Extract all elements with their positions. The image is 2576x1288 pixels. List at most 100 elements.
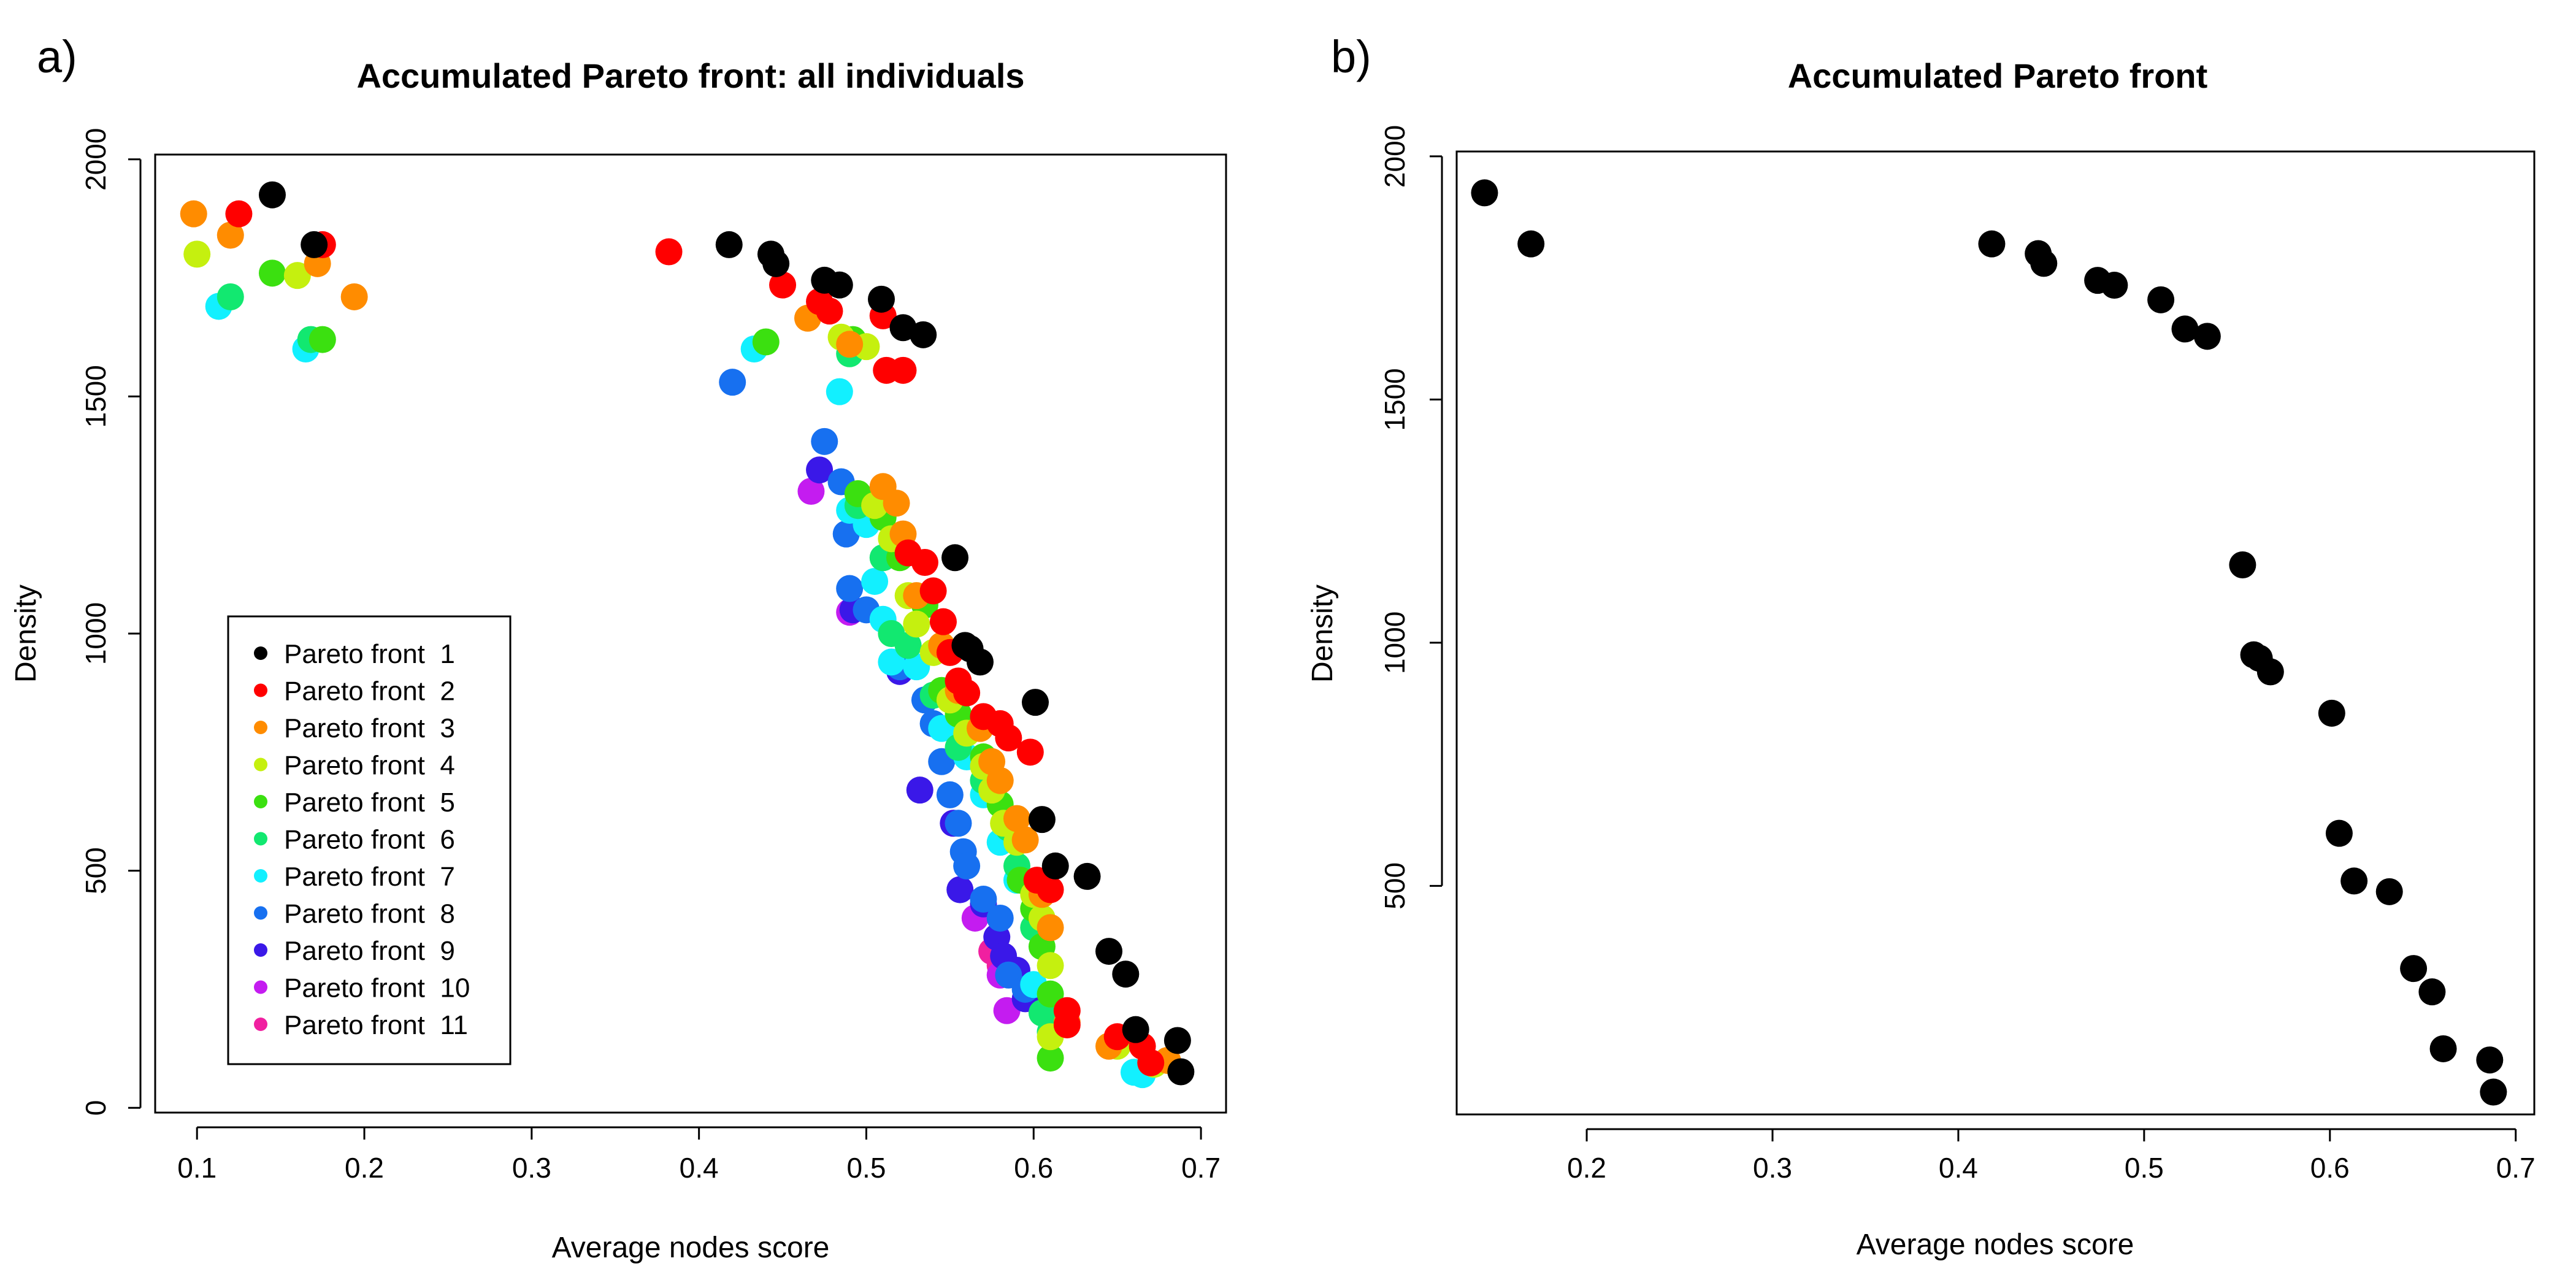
data-point <box>816 297 843 325</box>
data-point <box>806 456 834 484</box>
legend-marker <box>254 757 267 772</box>
data-point <box>797 478 825 505</box>
data-point <box>309 326 336 353</box>
data-point <box>868 285 895 313</box>
panel-b-label: b) <box>1331 31 1371 82</box>
data-point <box>762 250 790 277</box>
data-point <box>2193 323 2221 350</box>
data-point <box>1037 980 1064 1008</box>
legend-marker <box>254 980 267 994</box>
data-point <box>180 200 207 228</box>
data-point <box>986 904 1014 932</box>
data-point <box>1003 805 1030 832</box>
legend-entry: Pareto front 7 <box>284 862 455 892</box>
data-point <box>861 567 889 595</box>
panel-a: a) Accumulated Pareto front: all individ… <box>10 31 1227 1264</box>
panel-a-y-axis: 0 500 1000 1500 2000 <box>80 128 142 1116</box>
data-point <box>225 200 253 228</box>
legend-entry: Pareto front 3 <box>284 713 455 743</box>
data-point <box>929 608 957 635</box>
data-point <box>769 271 797 299</box>
data-point <box>1037 952 1064 979</box>
legend-marker <box>254 869 267 883</box>
data-point <box>217 221 244 249</box>
x-tick-label: 0.5 <box>2125 1152 2164 1184</box>
data-point <box>811 427 838 455</box>
legend-marker <box>254 795 267 808</box>
data-point <box>258 181 286 209</box>
data-point <box>2030 250 2058 277</box>
data-point <box>903 610 930 638</box>
data-point <box>826 378 853 405</box>
panel-a-title: Accumulated Pareto front: all individual… <box>356 56 1024 95</box>
panel-b-points <box>1471 179 2507 1106</box>
data-point <box>183 240 211 268</box>
panel-a-label: a) <box>37 31 77 82</box>
panel-a-x-axis-label: Average nodes score <box>552 1232 830 1264</box>
legend-marker <box>254 906 267 920</box>
data-point <box>1163 1027 1191 1054</box>
legend-entry: Pareto front 6 <box>284 825 455 855</box>
panel-b-plot-frame <box>1455 150 2536 1116</box>
data-point <box>719 369 746 396</box>
legend: Pareto front 1 Pareto front 2 Pareto front… <box>227 615 512 1065</box>
y-tick-label: 1500 <box>80 365 112 427</box>
legend-marker <box>254 1018 267 1031</box>
x-tick-label: 0.2 <box>1567 1152 1606 1184</box>
data-point <box>1041 852 1069 880</box>
data-point <box>2340 867 2368 895</box>
data-point <box>910 321 937 348</box>
data-point <box>1137 1049 1165 1076</box>
data-point <box>2480 1078 2507 1106</box>
legend-marker <box>254 943 267 957</box>
data-point <box>941 544 969 572</box>
panel-a-x-axis: 0.1 0.2 0.3 0.4 0.5 0.6 0.7 <box>177 1126 1221 1184</box>
data-point <box>655 238 683 266</box>
data-point <box>2171 315 2199 343</box>
data-point <box>715 231 743 258</box>
legend-entry: Pareto front 2 <box>284 677 455 707</box>
data-point <box>946 876 974 903</box>
legend-entry: Pareto front 4 <box>284 751 455 781</box>
legend-entry: Pareto front 5 <box>284 788 455 818</box>
data-point <box>995 724 1022 752</box>
data-point <box>2418 978 2446 1006</box>
data-point <box>894 632 922 659</box>
data-point <box>919 577 947 605</box>
panel-b-y-axis-label: Density <box>1306 585 1339 683</box>
x-tick-label: 0.3 <box>1753 1152 1792 1184</box>
data-point <box>283 262 311 289</box>
data-point <box>1095 938 1123 965</box>
y-tick-label: 2000 <box>80 128 112 191</box>
data-point <box>752 328 780 356</box>
data-point <box>340 283 368 310</box>
legend-marker <box>254 646 267 660</box>
x-tick-label: 0.3 <box>512 1152 551 1184</box>
data-point <box>878 648 905 676</box>
legend-box <box>227 615 512 1065</box>
panel-b-x-axis-label: Average nodes score <box>1857 1229 2134 1261</box>
y-tick-label: 1500 <box>1379 368 1411 431</box>
panel-b: b) Accumulated Pareto front 0.2 0.3 0.4 0.5… <box>1306 31 2536 1261</box>
data-point <box>2375 878 2403 905</box>
y-tick-label: 2000 <box>1379 125 1411 188</box>
panel-b-y-axis: 500 1000 1500 2000 <box>1379 125 1443 910</box>
data-point <box>1028 806 1056 834</box>
data-point <box>1016 738 1044 766</box>
x-tick-label: 0.2 <box>345 1152 384 1184</box>
data-point <box>1112 960 1140 988</box>
panel-a-y-axis-label: Density <box>10 585 42 683</box>
data-point <box>883 489 910 517</box>
data-point <box>2325 819 2353 847</box>
y-tick-label: 1000 <box>1379 611 1411 674</box>
data-point <box>953 679 981 707</box>
data-point <box>258 259 286 287</box>
data-point <box>906 776 933 804</box>
data-point <box>1978 230 2006 258</box>
x-tick-label: 0.5 <box>846 1152 886 1184</box>
x-tick-label: 0.7 <box>2496 1152 2536 1184</box>
legend-entry: Pareto front 10 <box>284 973 470 1003</box>
data-point <box>911 549 938 577</box>
legend-entry: Pareto front 9 <box>284 936 455 966</box>
data-point <box>2400 955 2428 983</box>
